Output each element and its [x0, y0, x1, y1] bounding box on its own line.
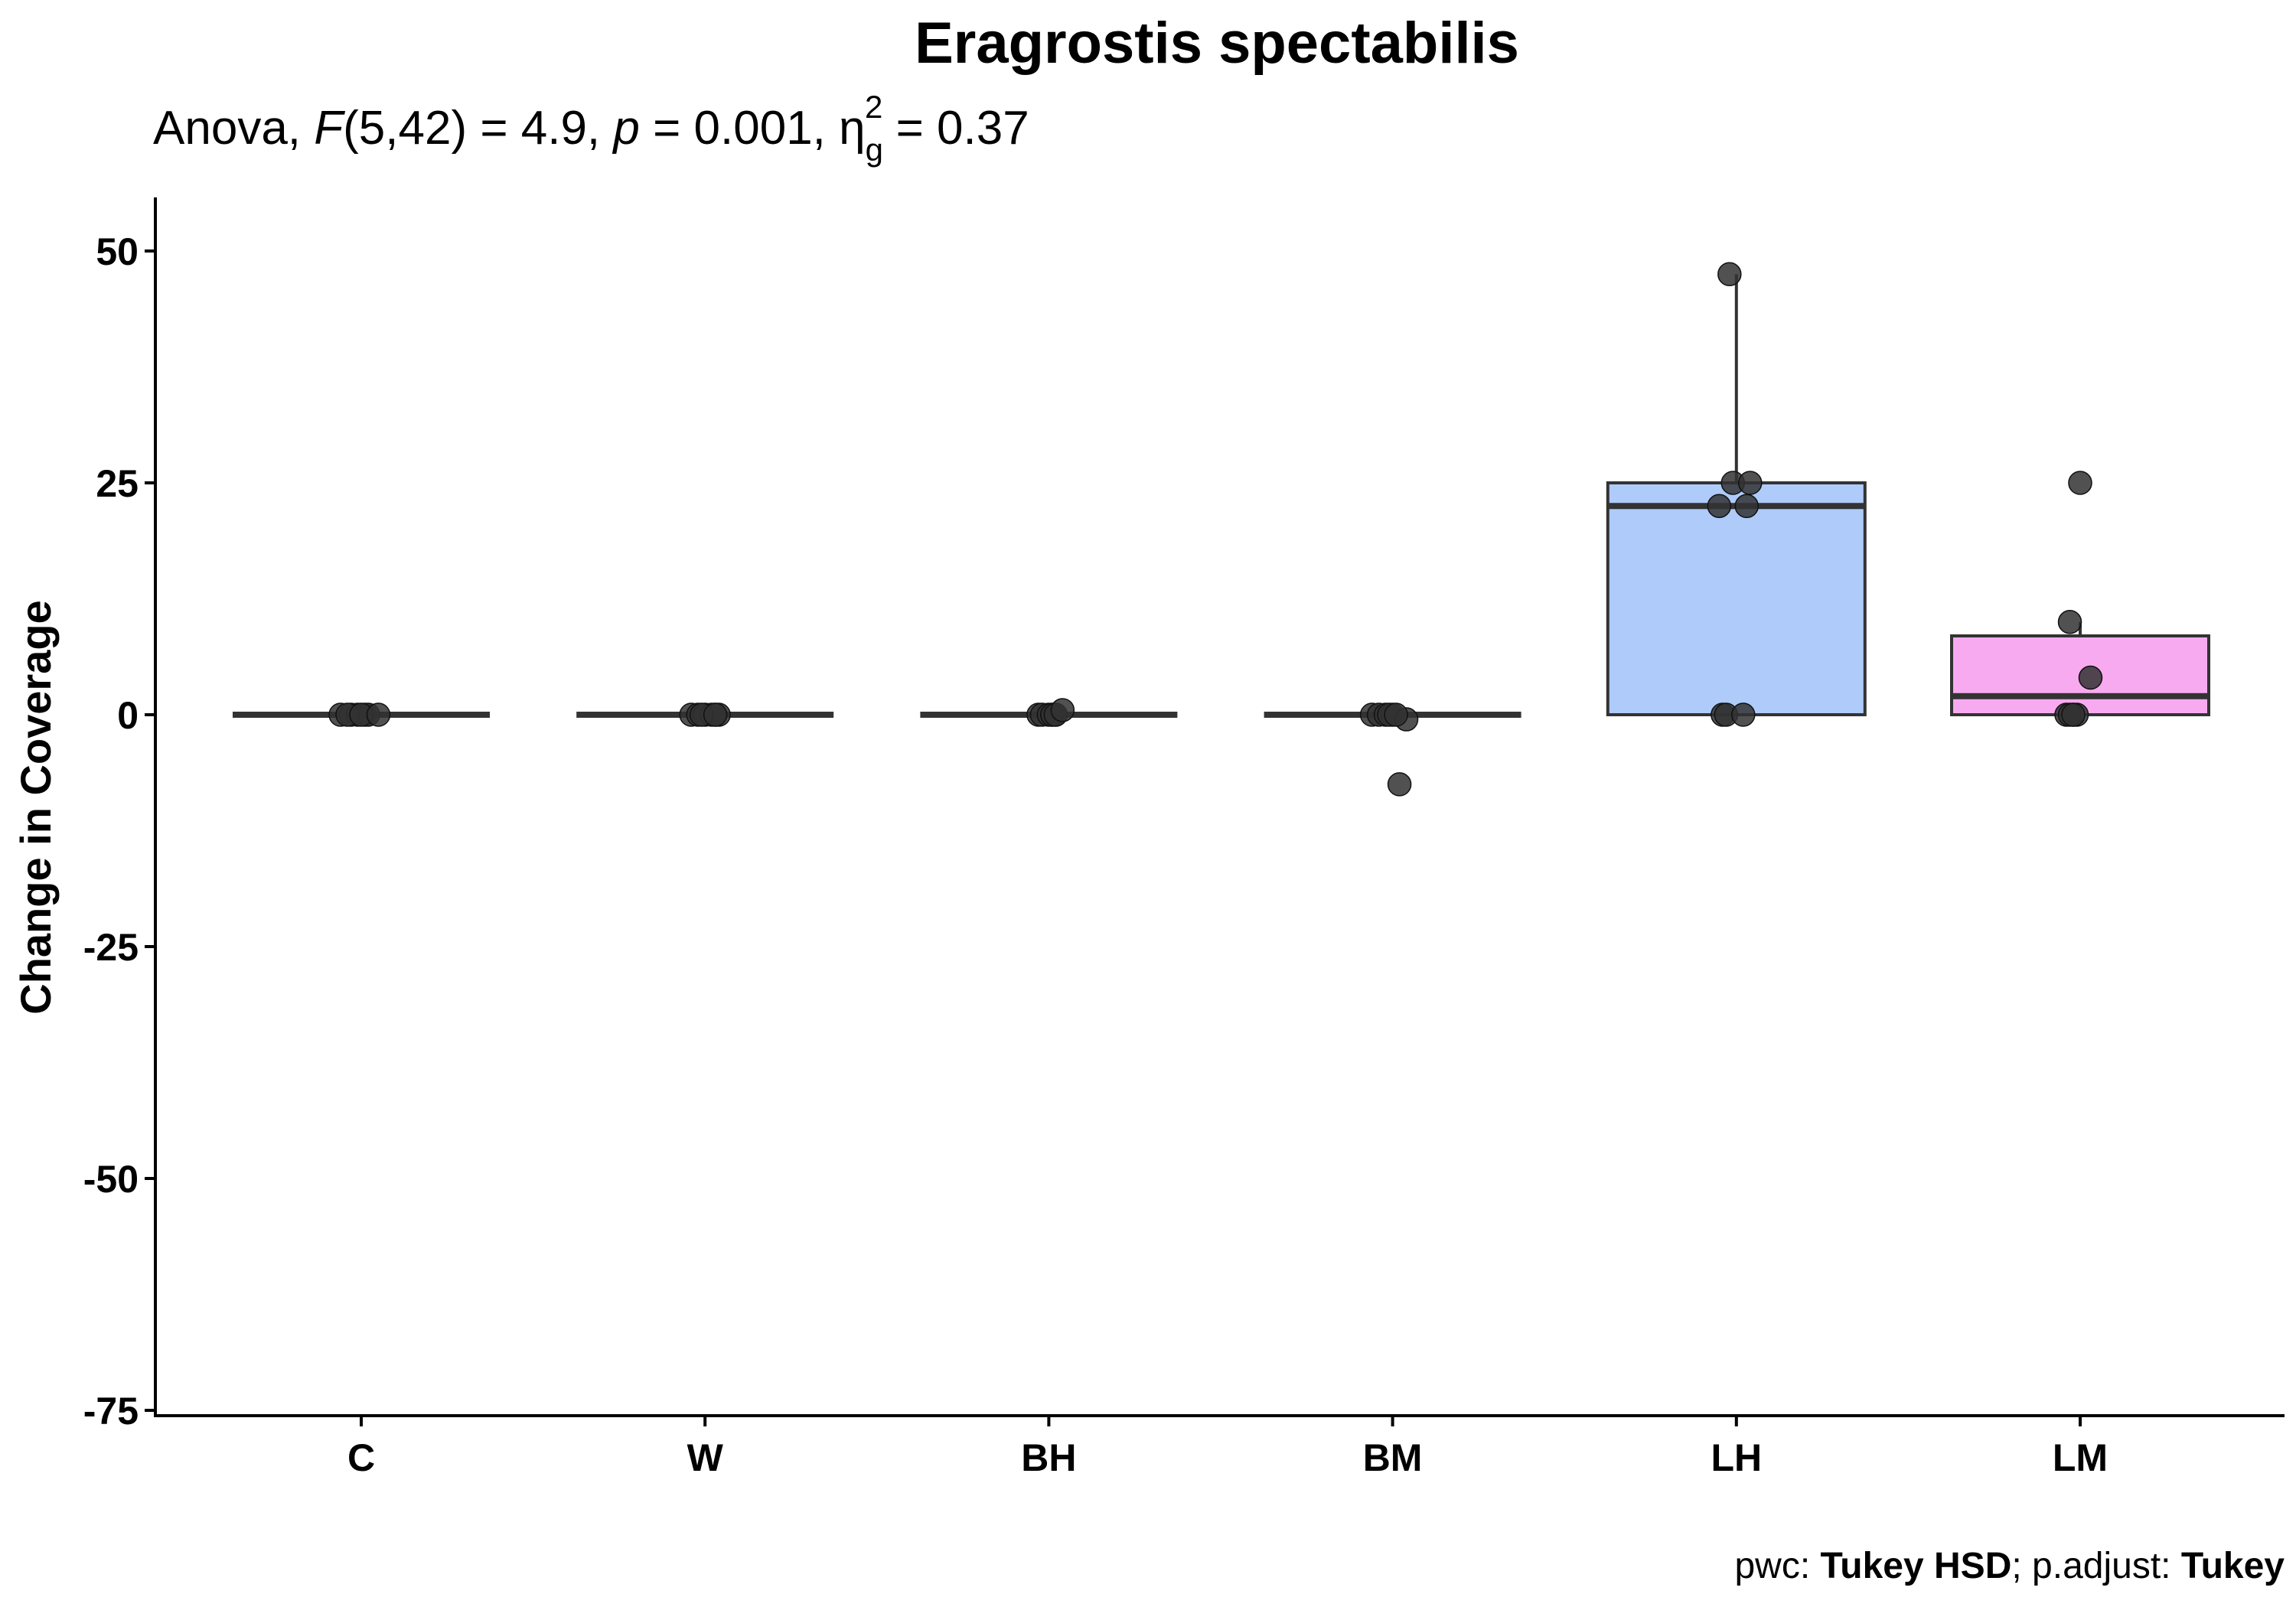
data-point	[703, 702, 728, 727]
subtitle-f-part: (5,42) = 4.9,	[343, 102, 613, 155]
subtitle-eta-symbol: η	[839, 102, 865, 155]
x-tick-label-w: W	[687, 1436, 724, 1479]
y-tick-label: -50	[83, 1158, 139, 1201]
subtitle-p-symbol: p	[612, 102, 639, 155]
data-point	[1384, 702, 1408, 727]
y-tick-label: 50	[96, 230, 139, 273]
box-lh	[1606, 274, 1867, 716]
box-body	[1606, 481, 1867, 716]
data-point	[366, 702, 391, 727]
plot-area	[233, 262, 2210, 797]
data-point	[1734, 494, 1760, 519]
y-tick-label: -25	[83, 926, 139, 969]
points-w	[679, 702, 731, 727]
data-point	[1717, 262, 1742, 287]
box-lm	[1950, 621, 2210, 716]
subtitle-p-part: = 0.001,	[640, 102, 839, 155]
subtitle-prefix: Anova,	[153, 102, 314, 155]
y-tick-label: 0	[117, 694, 139, 737]
data-point	[2057, 610, 2082, 634]
x-tick-label-bm: BM	[1363, 1436, 1423, 1479]
points-bh	[1026, 698, 1075, 727]
y-axis-title: Change in Coverage	[11, 600, 60, 1014]
x-axis-ticks: C W BH BM LH LM	[347, 1416, 2108, 1479]
subtitle-eta-sup: 2	[865, 89, 882, 125]
y-tick-label: -75	[83, 1390, 139, 1433]
x-tick-label-c: C	[347, 1436, 375, 1479]
caption-adjust-value: Tukey	[2181, 1546, 2285, 1586]
caption-pwc-value: Tukey HSD	[1821, 1546, 2012, 1586]
y-tick-label: 25	[96, 462, 139, 505]
y-axis-ticks: 50 25 0 -25 -50 -75	[83, 230, 155, 1433]
points-lm	[2054, 471, 2103, 727]
chart-title: Eragrostis spectabilis	[915, 11, 1519, 76]
chart-subtitle: Anova, F(5,42) = 4.9, p = 0.001, ηg 2 = 0…	[153, 89, 1029, 168]
data-point	[2078, 665, 2103, 690]
data-point	[1731, 702, 1756, 727]
caption-pwc-label: pwc:	[1734, 1546, 1820, 1586]
chart-caption: pwc: Tukey HSD; p.adjust: Tukey	[1734, 1546, 2285, 1586]
data-point	[1738, 471, 1763, 495]
points-lh	[1707, 262, 1763, 727]
caption-sep: ; p.adjust:	[2011, 1546, 2180, 1586]
points-c	[328, 702, 391, 727]
data-point	[2068, 471, 2092, 495]
data-point	[2061, 702, 2086, 727]
subtitle-f-symbol: F	[314, 102, 345, 155]
subtitle-eta-part: = 0.37	[882, 102, 1029, 155]
points-bm	[1359, 702, 1419, 797]
x-tick-label-bh: BH	[1021, 1436, 1076, 1479]
data-point	[1707, 494, 1732, 519]
data-point	[1387, 772, 1412, 797]
x-tick-label-lm: LM	[2053, 1436, 2108, 1479]
data-point	[1050, 698, 1075, 722]
subtitle-eta-sub: g	[866, 132, 883, 168]
x-tick-label-lh: LH	[1711, 1436, 1762, 1479]
